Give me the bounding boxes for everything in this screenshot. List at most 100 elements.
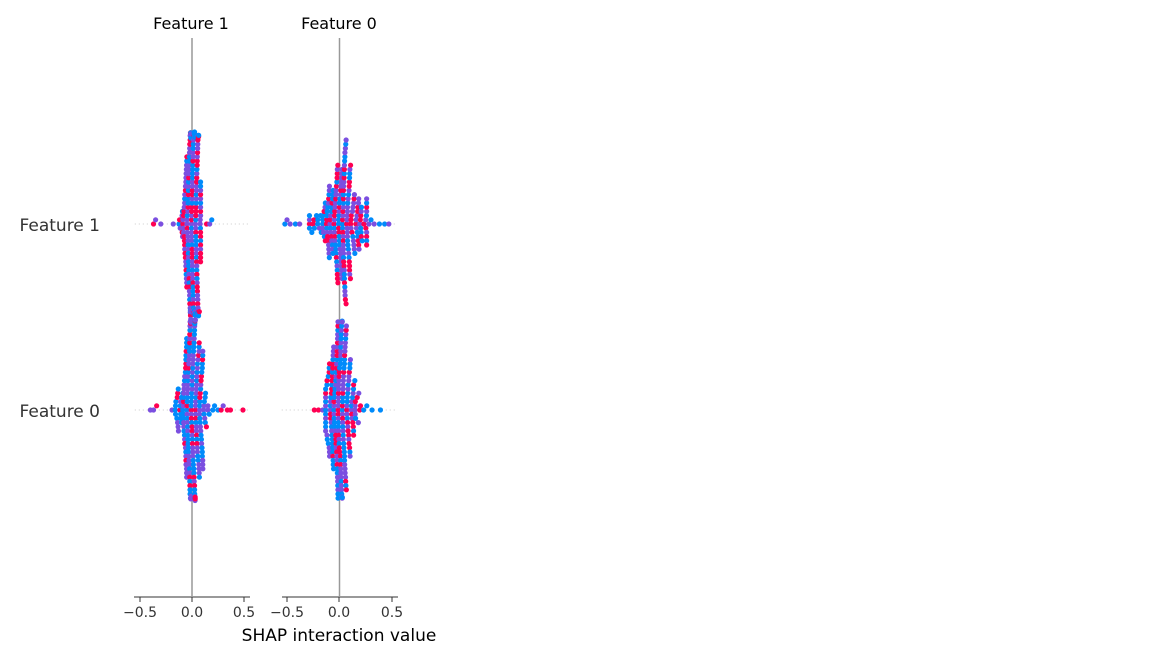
data-point — [202, 394, 208, 400]
data-point — [189, 208, 195, 214]
data-point — [344, 225, 350, 231]
data-point — [198, 428, 204, 434]
data-point — [343, 301, 349, 307]
data-point — [211, 403, 218, 409]
data-point — [190, 361, 196, 367]
data-point — [334, 179, 340, 185]
data-point — [200, 352, 206, 358]
data-point — [355, 420, 361, 426]
data-point — [347, 162, 354, 168]
data-point — [323, 403, 329, 409]
data-point — [343, 331, 349, 337]
data-point — [185, 386, 191, 392]
data-point — [341, 271, 347, 277]
data-point — [194, 271, 200, 277]
data-point — [342, 348, 348, 354]
data-point — [188, 407, 194, 413]
data-point — [341, 171, 347, 177]
data-point — [338, 474, 344, 480]
data-point — [326, 250, 332, 256]
data-point — [353, 217, 359, 223]
data-point — [191, 478, 197, 484]
data-point — [350, 390, 356, 396]
data-point — [181, 238, 188, 244]
data-point — [340, 204, 346, 210]
data-point — [189, 179, 196, 185]
data-point — [323, 394, 329, 400]
data-point — [347, 166, 353, 172]
data-point — [189, 204, 195, 210]
data-point — [198, 432, 204, 438]
data-point — [206, 411, 212, 417]
data-point — [331, 399, 337, 405]
data-point — [333, 192, 339, 198]
data-point — [335, 399, 341, 405]
data-point — [181, 229, 187, 235]
data-point — [174, 394, 180, 400]
data-point — [185, 369, 191, 375]
data-point — [188, 229, 195, 235]
data-point — [194, 365, 200, 371]
data-point — [351, 242, 357, 248]
data-point — [173, 399, 179, 405]
data-point — [197, 204, 204, 210]
data-point — [336, 208, 342, 214]
data-point — [334, 352, 340, 358]
data-point — [193, 192, 199, 198]
data-point — [330, 457, 336, 463]
data-point — [186, 361, 192, 367]
data-point — [332, 234, 338, 240]
data-point — [187, 474, 193, 480]
data-point — [364, 403, 370, 409]
data-point — [197, 179, 204, 185]
data-point — [350, 238, 357, 244]
data-point — [359, 238, 365, 244]
data-point — [349, 208, 356, 214]
data-point — [341, 357, 348, 363]
data-point — [327, 407, 333, 413]
data-point — [193, 217, 199, 223]
data-point — [190, 166, 196, 172]
data-point — [338, 327, 345, 333]
data-point — [187, 340, 193, 346]
data-point — [351, 192, 358, 198]
data-point — [364, 242, 370, 248]
data-point — [346, 445, 353, 451]
data-point — [326, 187, 332, 193]
data-point — [185, 234, 191, 240]
data-point — [342, 150, 348, 156]
data-point — [186, 280, 192, 286]
data-point — [190, 271, 196, 277]
data-point — [193, 428, 199, 434]
data-point — [345, 386, 351, 392]
data-point — [185, 200, 191, 206]
data-point — [189, 441, 196, 447]
data-point — [189, 259, 195, 265]
data-point — [358, 208, 364, 214]
data-point — [190, 352, 196, 358]
data-point — [190, 284, 196, 290]
data-point — [346, 378, 352, 384]
data-point — [184, 394, 190, 400]
data-point — [186, 171, 192, 177]
data-point — [324, 382, 330, 388]
data-point — [196, 340, 202, 346]
data-point — [309, 229, 315, 235]
data-point — [186, 466, 193, 472]
data-point — [335, 403, 341, 409]
data-point — [190, 462, 196, 468]
data-point — [356, 246, 362, 252]
data-point — [185, 238, 191, 244]
data-point — [189, 255, 195, 261]
data-point — [346, 179, 353, 185]
data-point — [332, 213, 338, 219]
data-point — [338, 340, 344, 346]
data-point — [186, 267, 192, 273]
panel-title-feature-0: Feature 0 — [301, 14, 377, 33]
data-point — [200, 457, 206, 463]
data-point — [194, 259, 200, 265]
data-point — [358, 204, 365, 210]
data-point — [187, 301, 193, 307]
data-point — [334, 267, 340, 273]
data-point — [196, 470, 202, 476]
